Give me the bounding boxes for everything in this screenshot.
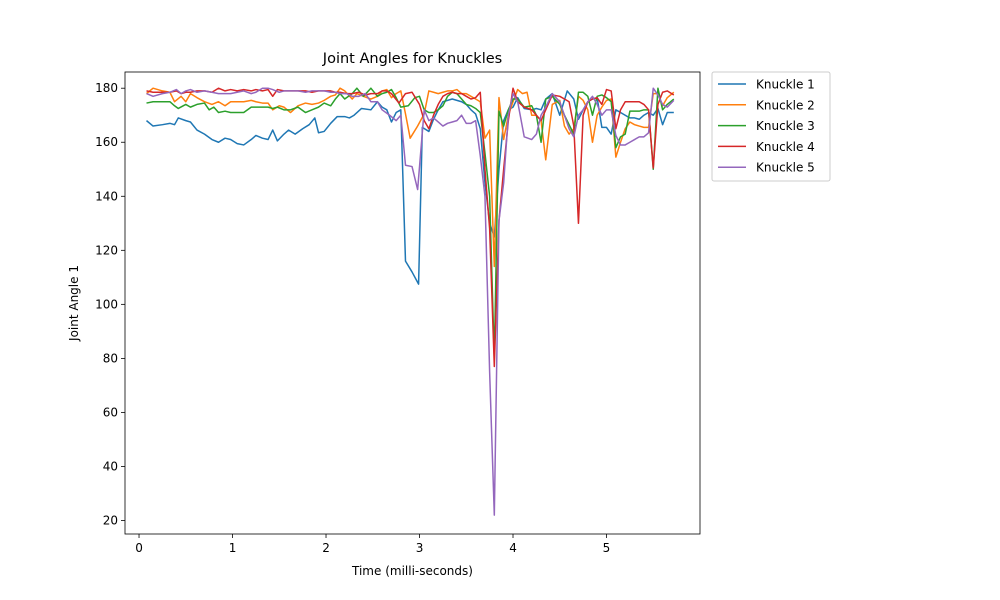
x-axis-label: Time (milli-seconds) bbox=[351, 564, 473, 578]
y-axis-ticks: 20 40 60 80 100 120 140 160 180 bbox=[95, 81, 125, 527]
x-tick-label: 2 bbox=[322, 541, 330, 555]
plot-frame bbox=[124, 71, 701, 535]
y-tick-label: 60 bbox=[103, 405, 118, 419]
legend-label-knuckle-2: Knuckle 2 bbox=[756, 98, 815, 112]
series-line-knuckle-4 bbox=[146, 87, 675, 368]
y-tick-label: 120 bbox=[95, 243, 118, 257]
legend-frame bbox=[711, 71, 831, 182]
legend-label-knuckle-4: Knuckle 4 bbox=[756, 140, 815, 154]
y-tick-label: 40 bbox=[103, 459, 118, 473]
y-tick-label: 180 bbox=[95, 81, 118, 95]
y-tick-label: 140 bbox=[95, 189, 118, 203]
plot-lines bbox=[146, 87, 675, 516]
x-tick-label: 0 bbox=[135, 541, 143, 555]
legend-label-knuckle-1: Knuckle 1 bbox=[756, 78, 815, 92]
legend-label-knuckle-5: Knuckle 5 bbox=[756, 161, 815, 175]
x-tick-label: 5 bbox=[603, 541, 611, 555]
y-tick-label: 80 bbox=[103, 351, 118, 365]
series-line-knuckle-5 bbox=[146, 87, 675, 516]
y-tick-label: 20 bbox=[103, 513, 118, 527]
x-tick-label: 3 bbox=[416, 541, 424, 555]
x-tick-label: 1 bbox=[229, 541, 237, 555]
x-axis-ticks: 0 1 2 3 4 5 bbox=[135, 534, 610, 555]
x-tick-label: 4 bbox=[509, 541, 517, 555]
chart-title: Joint Angles for Knuckles bbox=[322, 51, 502, 67]
y-tick-label: 160 bbox=[95, 135, 118, 149]
series-line-knuckle-2 bbox=[146, 87, 675, 268]
legend-label-knuckle-3: Knuckle 3 bbox=[756, 119, 815, 133]
y-axis-label: Joint Angle 1 bbox=[67, 265, 81, 342]
legend: Knuckle 1 Knuckle 2 Knuckle 3 Knuckle 4 Knuc… bbox=[711, 71, 831, 182]
y-tick-label: 100 bbox=[95, 297, 118, 311]
